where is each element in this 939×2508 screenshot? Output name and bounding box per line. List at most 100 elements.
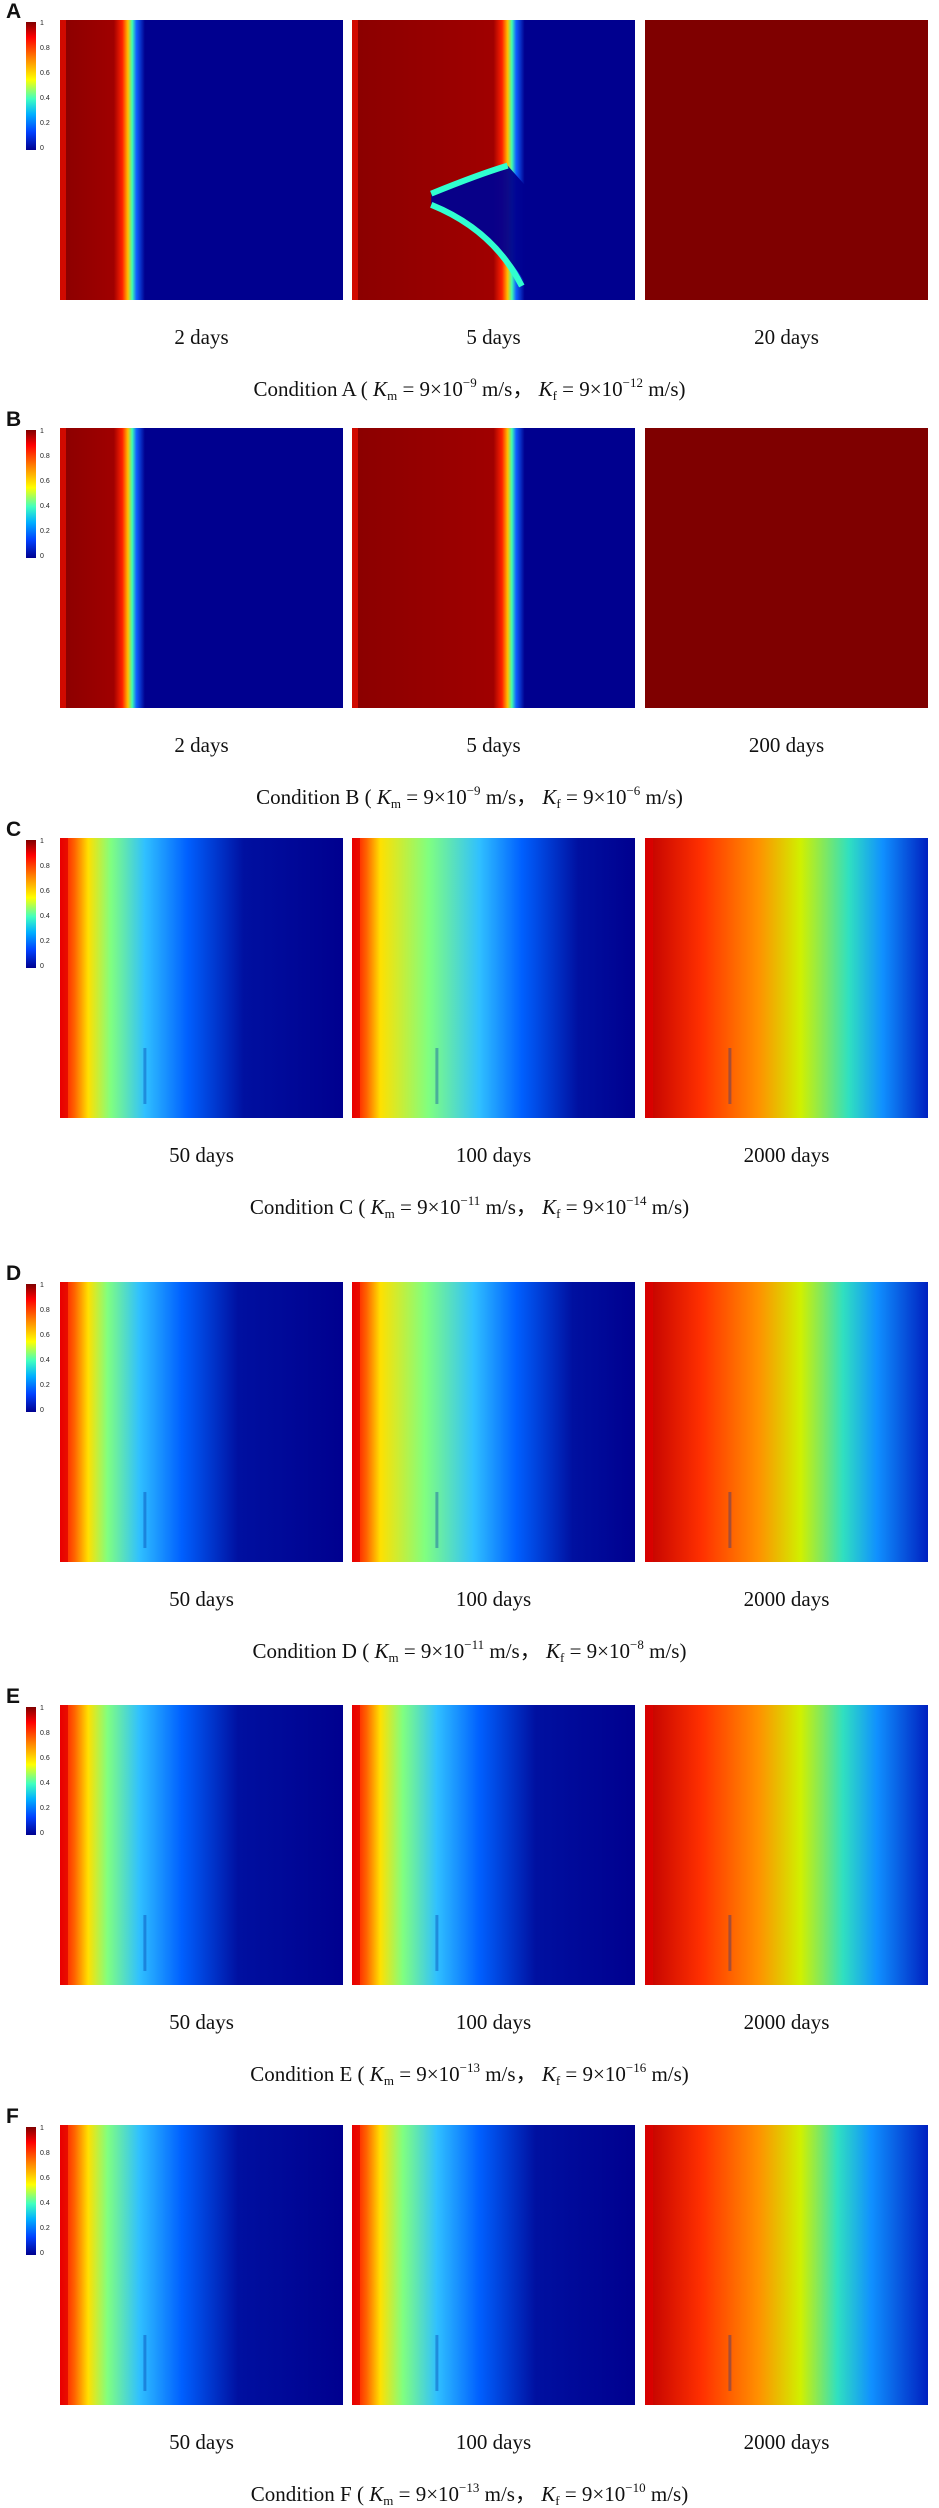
saturation-plot: [352, 20, 635, 300]
km-unit: m/s: [484, 2482, 515, 2506]
km-value: = 9×10: [398, 2482, 460, 2506]
saturation-plot: [352, 838, 635, 1118]
colorbar: [26, 840, 36, 968]
kf-value: = 9×10: [565, 1195, 627, 1219]
inlet-edge: [352, 20, 358, 300]
colorbar-tick-label: 0: [40, 553, 44, 560]
colorbar-tick-label: 0.2: [40, 1805, 50, 1812]
time-label: 200 days: [748, 733, 825, 757]
colorbar-tick-label: 0.8: [40, 45, 50, 52]
colorbar-tick-label: 0.6: [40, 1332, 50, 1339]
colorbar-tick-label: 0: [40, 1407, 44, 1414]
inlet-edge: [60, 838, 68, 1118]
km-unit: m/s: [485, 1195, 516, 1219]
saturation-plot: [352, 428, 635, 708]
kf-symbol: K: [542, 1195, 557, 1219]
saturation-field: [60, 428, 343, 708]
panel-letter: F: [6, 2105, 19, 2128]
colorbar-tick-label: 1: [40, 1705, 44, 1712]
saturation-field: [352, 1282, 635, 1562]
kf-value: = 9×10: [565, 2062, 626, 2086]
inlet-edge: [645, 1282, 653, 1562]
inlet-edge: [352, 838, 360, 1118]
km-subscript: m: [383, 2493, 394, 2508]
time-label: 5 days: [466, 733, 521, 757]
condition-name: Condition C: [249, 1195, 354, 1219]
time-label: 100 days: [455, 1143, 532, 1167]
saturation-plot: [60, 20, 343, 300]
condition-name: Condition A: [253, 377, 356, 401]
time-label: 100 days: [455, 2430, 532, 2454]
saturation-plot: [60, 428, 343, 708]
colorbar-tick-label: 1: [40, 838, 44, 845]
km-symbol: K: [373, 377, 388, 401]
condition-caption: Condition E ( Km = 9×10−13 m/s， Kf = 9×1…: [250, 2060, 689, 2088]
front-edge: [430, 162, 509, 197]
time-label: 50 days: [169, 2430, 234, 2454]
time-label: 20 days: [754, 325, 819, 349]
km-subscript: m: [388, 1650, 399, 1665]
condition-caption: Condition D ( Km = 9×10−11 m/s， Kf = 9×1…: [252, 1637, 687, 1665]
saturation-field: [60, 20, 343, 300]
kf-subscript: f: [556, 1206, 561, 1221]
inlet-edge: [60, 20, 66, 300]
km-exponent: −9: [466, 783, 481, 798]
kf-subscript: f: [555, 2493, 560, 2508]
time-label: 50 days: [169, 2010, 234, 2034]
time-label: 2000 days: [743, 2010, 830, 2034]
kf-value: = 9×10: [562, 377, 623, 401]
km-exponent: −11: [460, 1193, 481, 1208]
panel-letter: C: [6, 818, 22, 841]
inlet-edge: [60, 1705, 68, 1985]
km-value: = 9×10: [402, 377, 463, 401]
panel-row-c: C 1 0.8 0.6 0.4 0.2 0 50 days 100 days 2000 days C…: [0, 818, 939, 1221]
colorbar: [26, 430, 36, 558]
colorbar-tick-label: 0.8: [40, 1307, 50, 1314]
inlet-edge: [352, 2125, 360, 2405]
saturation-field: [645, 838, 928, 1118]
kf-symbol: K: [541, 2062, 556, 2086]
panel-letter: D: [6, 1262, 22, 1285]
km-subscript: m: [383, 2073, 394, 2088]
time-label: 100 days: [455, 2010, 532, 2034]
colorbar: [26, 1707, 36, 1835]
colorbar-tick-label: 0.6: [40, 1755, 50, 1762]
colorbar-tick-label: 0.2: [40, 938, 50, 945]
colorbar-tick-label: 0.4: [40, 913, 50, 920]
saturation-field: [352, 838, 635, 1118]
kf-exponent: −8: [630, 1637, 644, 1652]
saturation-field: [60, 2125, 343, 2405]
kf-exponent: −14: [626, 1193, 647, 1208]
saturation-plot: [645, 1705, 928, 1985]
colorbar-tick-label: 0.2: [40, 120, 50, 127]
kf-value: = 9×10: [569, 1639, 631, 1663]
saturation-plot: [60, 1705, 343, 1985]
kf-unit: m/s: [651, 2062, 682, 2086]
kf-unit: m/s: [650, 2482, 682, 2506]
saturation-field: [352, 428, 635, 708]
panel-row-a: A 1 0.8 0.6 0.4 0.2 0 2 days 5 days 20 days Condit…: [0, 0, 939, 402]
panel-row-e: E 1 0.8 0.6 0.4 0.2 0 50 days 100 days 2000 days C…: [0, 1685, 939, 2088]
condition-name: Condition F: [250, 2482, 352, 2506]
km-symbol: K: [374, 1639, 389, 1663]
km-unit: m/s: [489, 1639, 520, 1663]
colorbar-tick-label: 0: [40, 1830, 44, 1837]
saturation-field: [645, 1282, 928, 1562]
inlet-edge: [60, 2125, 68, 2405]
colorbar-tick-label: 0.8: [40, 453, 50, 460]
saturation-field: [352, 2125, 635, 2405]
panel-letter: E: [6, 1685, 21, 1708]
front-edge: [430, 202, 525, 288]
condition-name: Condition E: [250, 2062, 353, 2086]
km-symbol: K: [370, 1195, 385, 1219]
time-label: 50 days: [169, 1143, 234, 1167]
kf-unit: m/s: [651, 1195, 683, 1219]
saturation-plot: [352, 2125, 635, 2405]
km-exponent: −13: [459, 2480, 480, 2495]
colorbar-tick-label: 0.6: [40, 2175, 50, 2182]
kf-value: = 9×10: [564, 2482, 626, 2506]
saturation-plot: [352, 1705, 635, 1985]
saturation-field: [645, 1705, 928, 1985]
colorbar: [26, 2127, 36, 2255]
colorbar-tick-label: 0.2: [40, 2225, 50, 2232]
